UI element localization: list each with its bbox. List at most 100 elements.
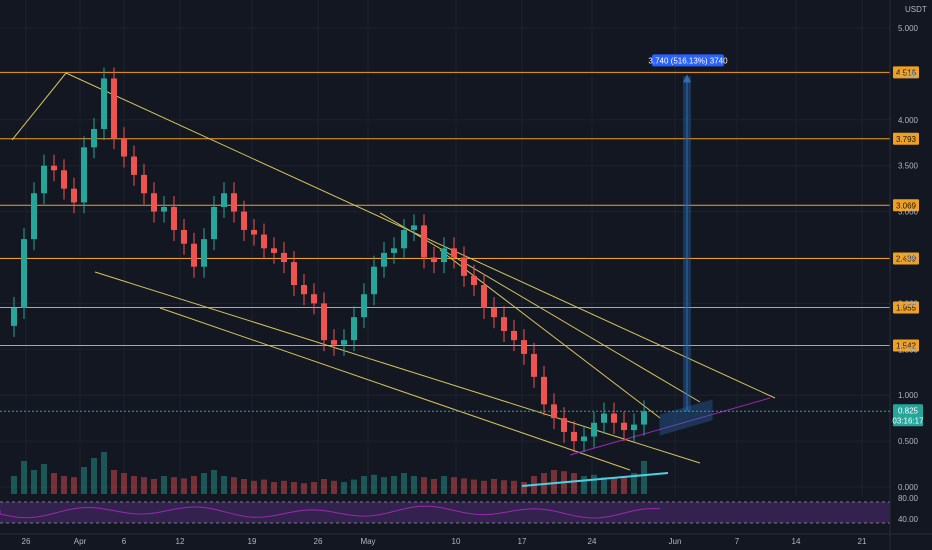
current-price-value: 0.825 [898,406,919,415]
grid [0,0,890,534]
candle-body [561,418,567,432]
level-tag[interactable] [893,339,919,352]
volume-trendline[interactable] [521,472,669,487]
price-tick-label: 2.500 [898,254,919,263]
candle-body [51,165,57,171]
candle-timer: 03:16:17 [892,416,924,425]
volume-bar [611,478,617,494]
volume-bar [211,470,217,494]
candle-body [571,431,577,442]
time-tick-label: 14 [792,537,801,546]
time-axis[interactable]: 26 Apr 6 12 19 26 May 10 17 24 Jun 7 14 21 [0,533,932,546]
volume-bar [331,480,337,494]
level-tag[interactable] [893,132,919,145]
time-tick-label: 26 [314,537,323,546]
price-tick-label: 1.000 [898,391,919,400]
candle-body [41,165,47,194]
volume-bar [251,480,257,494]
time-tick-label: 6 [122,537,127,546]
candle-body [461,257,467,276]
trendline[interactable] [11,72,67,141]
time-tick-label: May [360,537,375,546]
candle-body [361,294,367,318]
price-tick-label: 0.500 [898,437,919,446]
volume-bar [221,476,227,494]
level-tag[interactable] [893,199,919,212]
volume-bar [511,480,517,494]
time-tick-label: 19 [248,537,257,546]
price-tick-label: 3.000 [898,208,919,217]
level-tag[interactable] [893,252,919,265]
volume-bar [311,482,317,494]
rsi-band [0,502,890,523]
volume-bar [261,479,267,494]
candle-body [281,252,287,263]
time-tick-label: 10 [452,537,461,546]
current-price-tag[interactable] [893,404,923,427]
projection-label: 3.740 (516.13%) 3740 [648,56,728,65]
trendline[interactable] [94,271,701,464]
candle-body [291,262,297,286]
volume-bar [641,461,647,494]
candle-body [181,229,187,244]
time-tick-label: 24 [588,537,597,546]
candle-body [541,376,547,405]
level-tag-label: 1.542 [896,341,917,350]
volume-bar [321,479,327,494]
projection-arrowhead [683,74,691,83]
volume-bar [461,478,467,494]
candle-body [81,147,87,203]
volume-bar [571,473,577,494]
volume-bar [451,477,457,494]
candle-body [191,243,197,267]
candle-body [531,353,537,377]
candle-body [231,193,237,212]
level-tag-label: 3.793 [896,135,917,144]
candle-body [151,193,157,212]
candle-body [221,193,227,208]
trendline[interactable] [379,212,701,403]
channel-line[interactable] [569,397,771,456]
candle-body [301,285,307,295]
candle-body [201,239,207,267]
time-tick-label: 17 [518,537,527,546]
projection-channel[interactable] [659,399,713,436]
volume-bar [601,477,607,494]
price-tick-label: 5.000 [898,24,919,33]
candle-body [261,234,267,249]
volume-bar [551,470,557,494]
volume-bar [351,479,357,494]
price-tick-label: 4.500 [898,70,919,79]
candle-body [251,229,257,235]
volume-bar [301,483,307,494]
price-tick-label: 1.500 [898,345,919,354]
candle-body [601,413,607,423]
currency-label: USDT [905,5,927,14]
projection-tool[interactable]: 3.740 (516.13%) 3740 [648,54,728,436]
candle-body [451,248,457,258]
candle-body [11,307,17,326]
candle-body [401,229,407,249]
level-tag[interactable] [893,66,919,79]
trendline[interactable] [159,307,631,471]
volume-bar [291,482,297,494]
candle-body [611,413,617,423]
candle-body [91,128,97,148]
volume-bar [201,473,207,494]
projection-label-box[interactable] [652,54,724,67]
horizontal-levels: 4.516 3.793 3.069 2.489 1.955 1.542 [0,66,919,352]
volume-bar [591,474,597,494]
volume-bar [41,464,47,494]
candle-body [511,330,517,341]
level-tag-label: 2.489 [896,255,917,264]
candle-body [421,225,427,258]
volume-bar [241,479,247,494]
volume-bar [91,458,97,494]
volume-bar [381,477,387,494]
volume-bar [581,476,587,494]
trendline[interactable] [65,72,776,399]
level-tag[interactable] [893,301,919,314]
volume-bar [151,479,157,494]
